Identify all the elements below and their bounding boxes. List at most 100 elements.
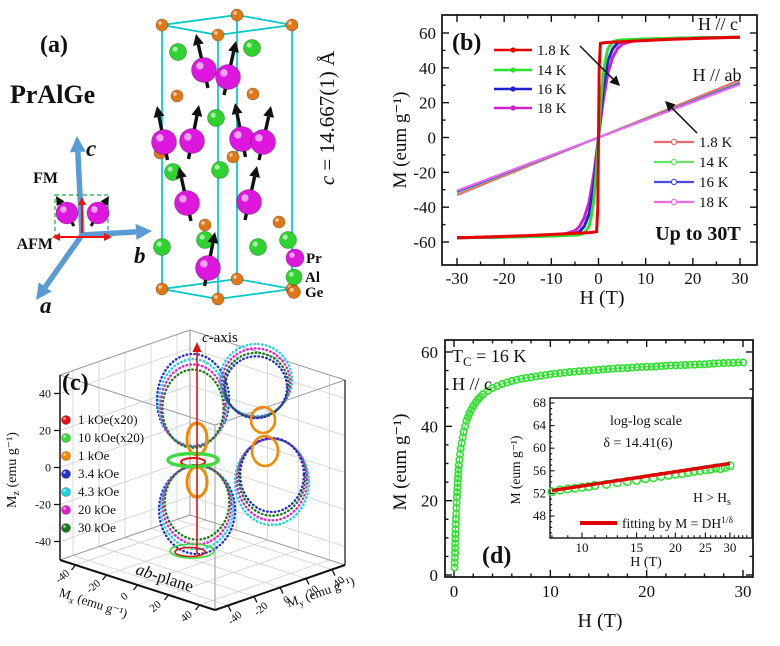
sphere-highlight: [201, 221, 205, 225]
sphere-highlight: [241, 194, 249, 202]
pr-atom: [195, 255, 221, 281]
al-atom: [211, 161, 229, 179]
sphere-highlight: [91, 206, 98, 213]
box-edge: [59, 374, 216, 426]
axis-c-label: c: [86, 136, 96, 161]
magnetic-moment-arrow-head: [231, 103, 243, 115]
unit-cell-edge: [236, 14, 293, 26]
c-legend-marker: [61, 433, 71, 443]
b-axis-arrow-head: [135, 223, 152, 240]
inset-x-tick-label: 20: [669, 540, 682, 555]
inset-x-tick-label: 25: [699, 540, 712, 555]
sphere-highlight: [156, 241, 162, 247]
unit-cell-edge: [217, 24, 293, 36]
d-data-marker: [453, 479, 462, 488]
d-data-marker: [695, 360, 704, 369]
floor-ring-green: [169, 543, 215, 559]
angular-lobe: [222, 351, 290, 419]
box-edge: [59, 514, 191, 561]
y-tick-label: 0: [428, 129, 437, 148]
d-data-marker: [454, 470, 463, 479]
d-data-marker: [451, 544, 460, 553]
box-edge: [59, 329, 191, 376]
c-legend-marker: [61, 505, 71, 515]
c-zaxis-label: Mz (emu g⁻¹): [5, 432, 22, 508]
c-legend-marker: [61, 451, 71, 461]
d-data-marker: [450, 558, 459, 567]
d-data-marker: [700, 360, 709, 369]
d-data-marker: [604, 365, 613, 374]
d-data-marker: [642, 362, 651, 371]
d-data-marker: [451, 530, 460, 539]
magnetic-moment-arrow-head: [249, 166, 260, 178]
legend-ge-label: Ge: [305, 285, 324, 301]
sphere-highlight: [289, 287, 294, 292]
al-atom: [279, 231, 297, 249]
c-legend-label: 30 kOe: [78, 520, 116, 535]
floor-ring-red: [174, 546, 206, 558]
annotation-arrow-ab: [671, 107, 698, 134]
annotation-arrow-c: [579, 45, 614, 80]
b-yaxis-label: M (eum g⁻¹): [390, 92, 411, 189]
sphere-highlight: [249, 90, 253, 94]
c-legend-label: 1 kOe: [78, 448, 110, 463]
magnetic-moment-arrow-head: [207, 232, 219, 244]
sphere-highlight: [234, 131, 242, 139]
x-tick-label: -40: [53, 567, 72, 586]
c-legend-marker: [61, 487, 71, 497]
legend-al-label: Al: [305, 270, 320, 286]
d-data-marker: [613, 364, 622, 373]
c-axis-annotation: c-axis: [202, 330, 238, 346]
sphere-highlight: [63, 507, 66, 510]
inset-x-tick-label: 15: [630, 540, 643, 555]
d-data-marker: [536, 371, 545, 380]
sphere-highlight: [156, 134, 164, 142]
magnetic-moment-arrow-head: [263, 106, 274, 118]
y-tick: [331, 569, 336, 576]
sphere-highlight: [200, 260, 208, 268]
inset-xaxis-label: H (T): [630, 555, 662, 570]
ge-atom: [211, 28, 225, 42]
d-data-marker: [454, 461, 463, 470]
c-legend-label: 1 kOe(x20): [78, 412, 138, 427]
y-tick-label: 20: [421, 492, 438, 511]
d-data-marker: [575, 367, 584, 376]
al-atom: [207, 109, 225, 127]
sphere-highlight: [210, 112, 216, 118]
b-plot-frame: [441, 14, 758, 266]
angular-lobe: [238, 436, 306, 514]
sphere-highlight: [63, 471, 66, 474]
d-data-marker: [584, 366, 593, 375]
y-tick-label: 0: [430, 566, 439, 585]
pr-atom-inset: [86, 201, 110, 225]
b-xaxis-label: H (T): [580, 287, 625, 309]
sphere-highlight: [289, 252, 295, 258]
box-edge: [214, 379, 346, 426]
legend-marker: [670, 158, 678, 166]
up-to-30t-annotation: Up to 30T: [655, 223, 741, 245]
ge-atom: [211, 292, 225, 306]
sphere-highlight: [196, 62, 204, 70]
magnetic-moment-arrow-head: [191, 105, 203, 117]
d-data-marker: [451, 525, 460, 534]
unit-cell-edge: [236, 278, 293, 290]
pr-atom: [179, 128, 205, 154]
magnetic-moment-arrow-head: [153, 106, 165, 118]
d-h-parallel-c-annotation: H // c: [452, 374, 492, 394]
y-tick-label: -60: [413, 233, 436, 252]
d-data-marker: [507, 376, 516, 385]
x-tick-label: 20: [148, 598, 165, 615]
x-tick-label: 10: [542, 582, 559, 601]
d-data-marker: [608, 364, 617, 373]
panel-b-label: (b): [452, 30, 481, 56]
x-tick-label: 30: [732, 269, 749, 288]
d-data-marker: [714, 359, 723, 368]
c-legend-label: 10 kOe(x20): [78, 430, 144, 445]
sphere-highlight: [288, 21, 292, 25]
pr-atom: [215, 64, 241, 90]
sphere-highlight: [158, 285, 162, 289]
legend-label: 14 K: [537, 63, 567, 79]
grid-line: [150, 528, 307, 579]
a-axis-arrow: [42, 233, 85, 289]
angular-lobe: [157, 464, 237, 556]
